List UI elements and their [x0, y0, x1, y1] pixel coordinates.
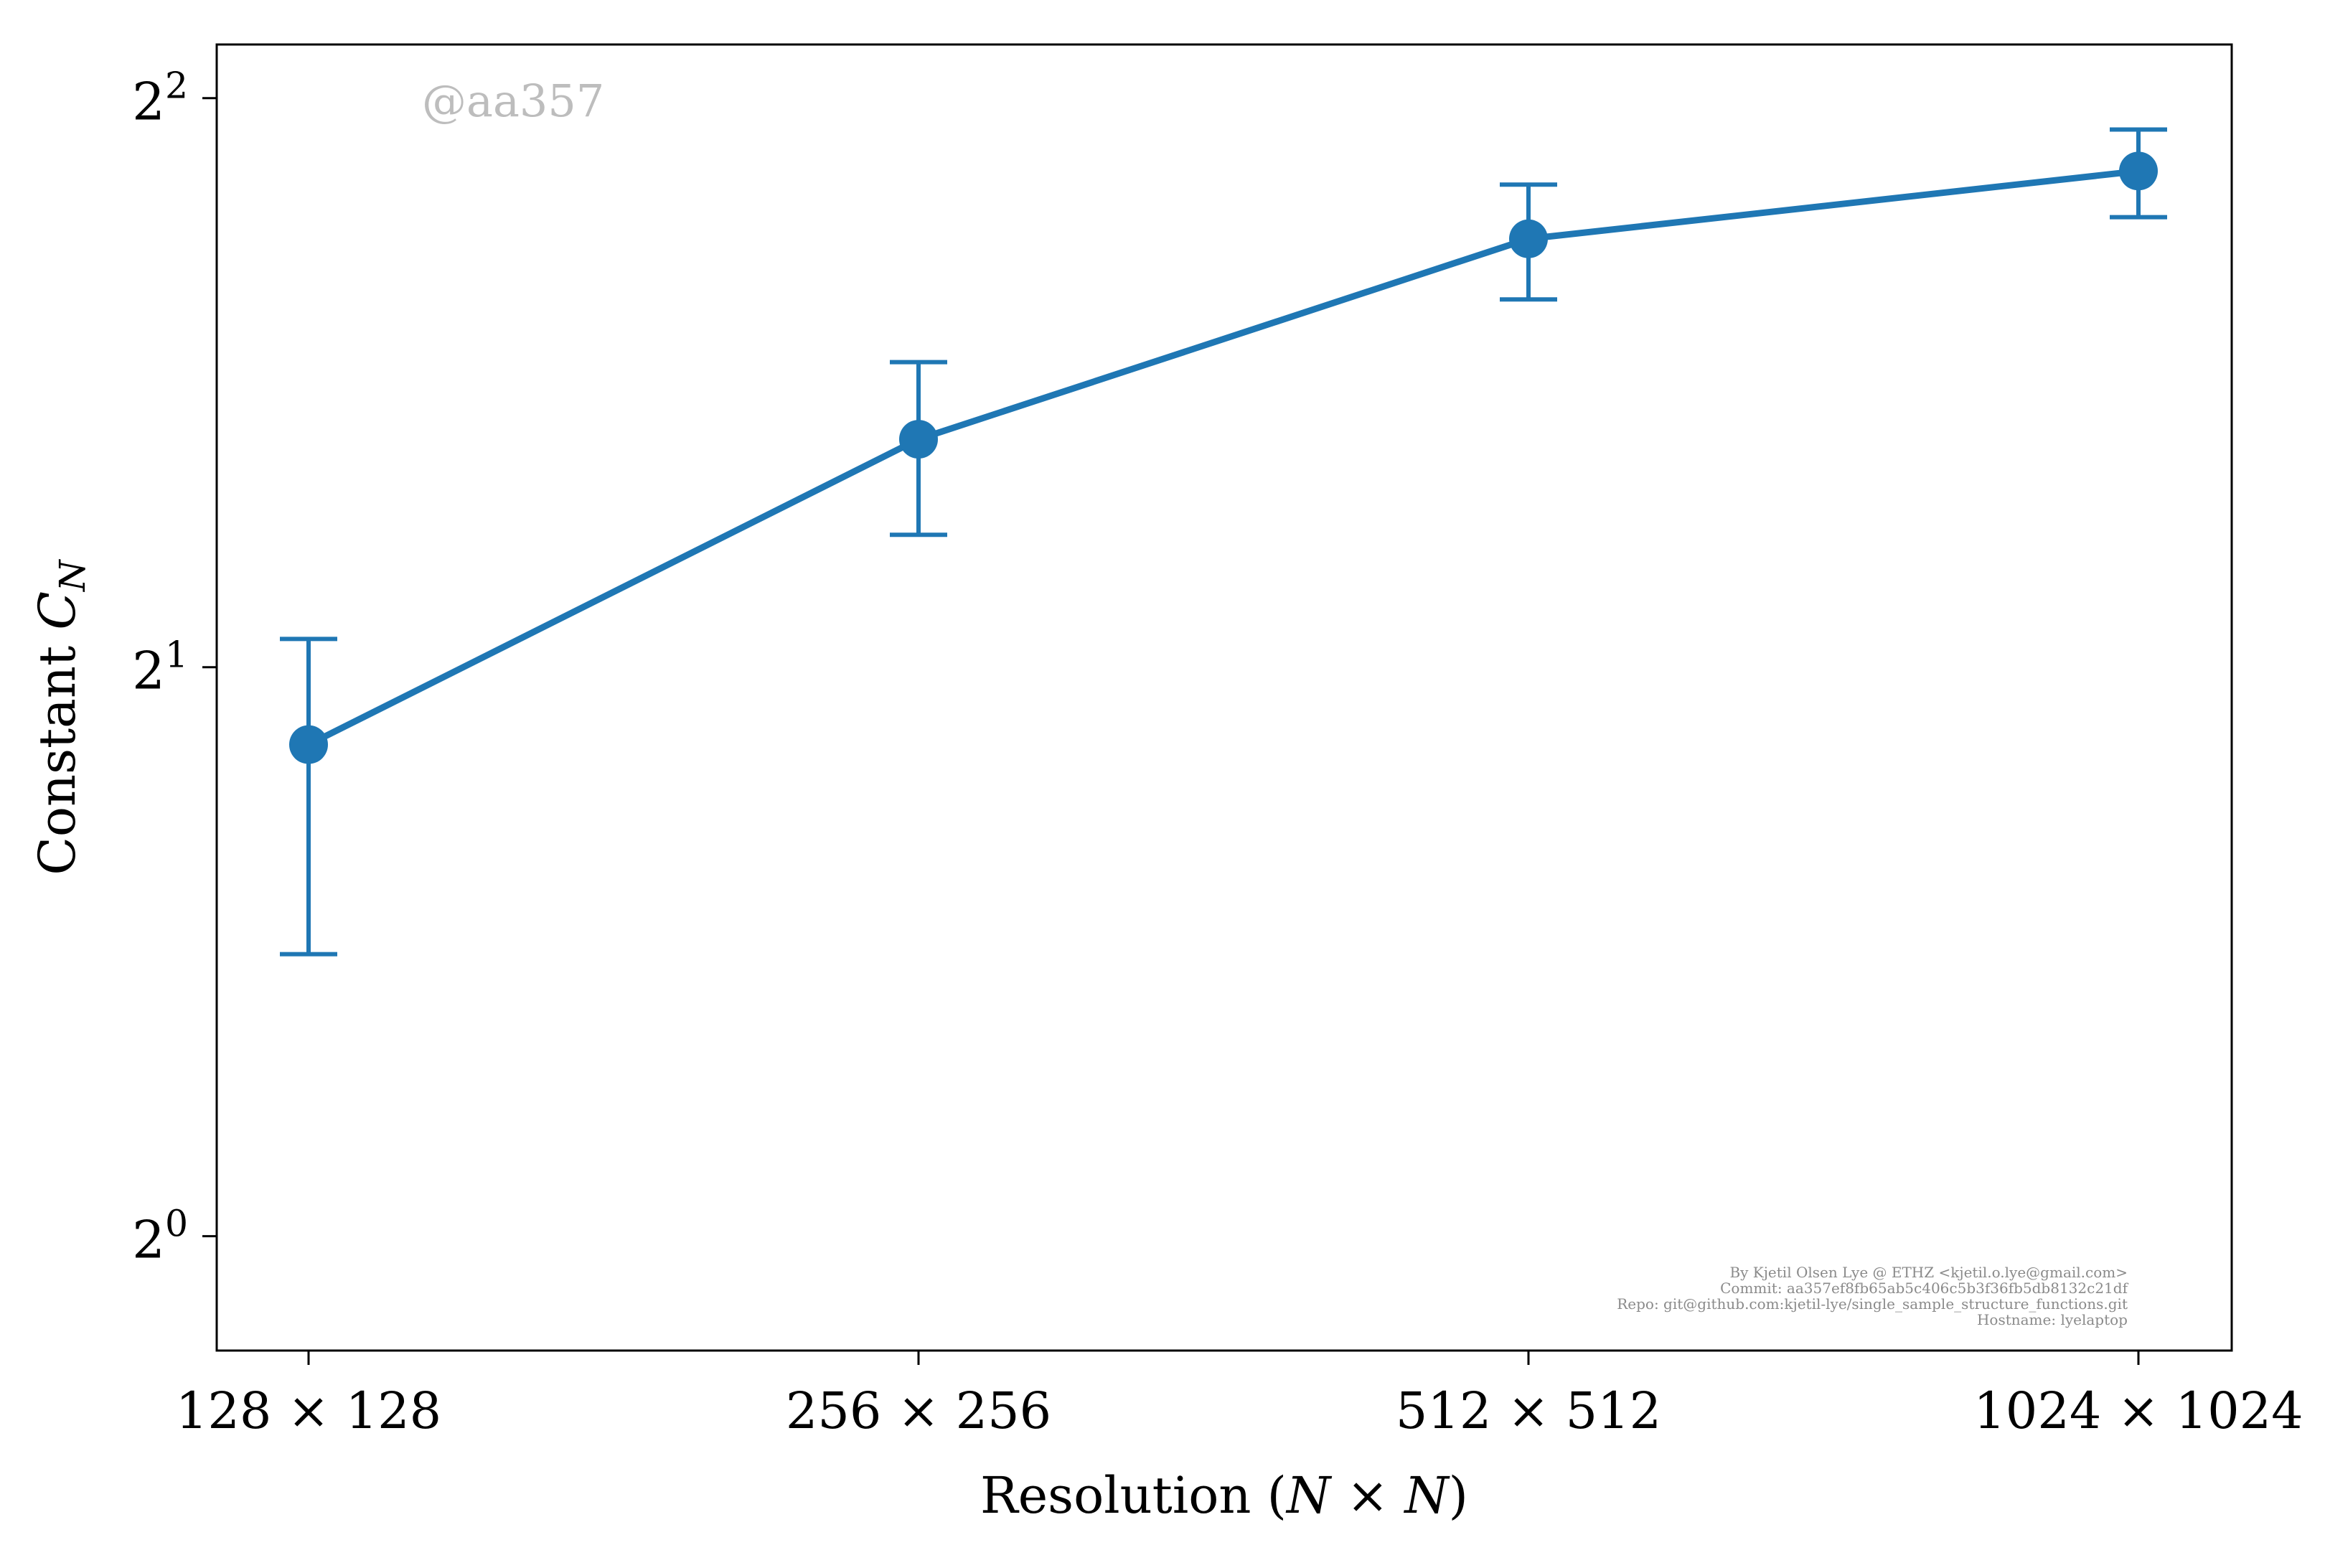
y-tick-label: 21	[132, 633, 188, 700]
y-tick-label: 22	[132, 64, 188, 131]
footer-credits: By Kjetil Olsen Lye @ ETHZ <kjetil.o.lye…	[1617, 1264, 2128, 1328]
footer-line-hostname: Hostname: lyelaptop	[1977, 1311, 2128, 1328]
footer-line-repo: Repo: git@github.com:kjetil-lye/single_s…	[1617, 1295, 2128, 1313]
y-axis-label: Constant CN	[28, 558, 93, 875]
data-point	[2119, 151, 2158, 191]
x-axis-label: Resolution (N × N)	[980, 1466, 1468, 1525]
footer-line-author: By Kjetil Olsen Lye @ ETHZ <kjetil.o.lye…	[1729, 1264, 2128, 1281]
x-tick-label: 512 × 512	[1396, 1381, 1661, 1440]
footer-line-commit: Commit: aa357ef8fb65ab5c406c5b3f36fb5db8…	[1720, 1280, 2128, 1297]
data-point	[899, 420, 938, 459]
chart-marks	[280, 127, 2167, 957]
x-tick-label: 1024 × 1024	[1973, 1381, 2303, 1440]
x-tick-label: 128 × 128	[176, 1381, 441, 1440]
data-point	[289, 725, 328, 764]
series-line	[306, 167, 2139, 748]
data-point	[1509, 219, 1548, 258]
watermark: @aa357	[422, 75, 604, 127]
x-ticks: 128 × 128 256 × 256 512 × 512 1024 × 1024	[176, 1351, 2303, 1440]
x-tick-label: 256 × 256	[786, 1381, 1051, 1440]
y-ticks: 20 21 22	[132, 64, 217, 1270]
plot-area	[215, 43, 2233, 1352]
y-tick-label: 20	[132, 1202, 188, 1269]
